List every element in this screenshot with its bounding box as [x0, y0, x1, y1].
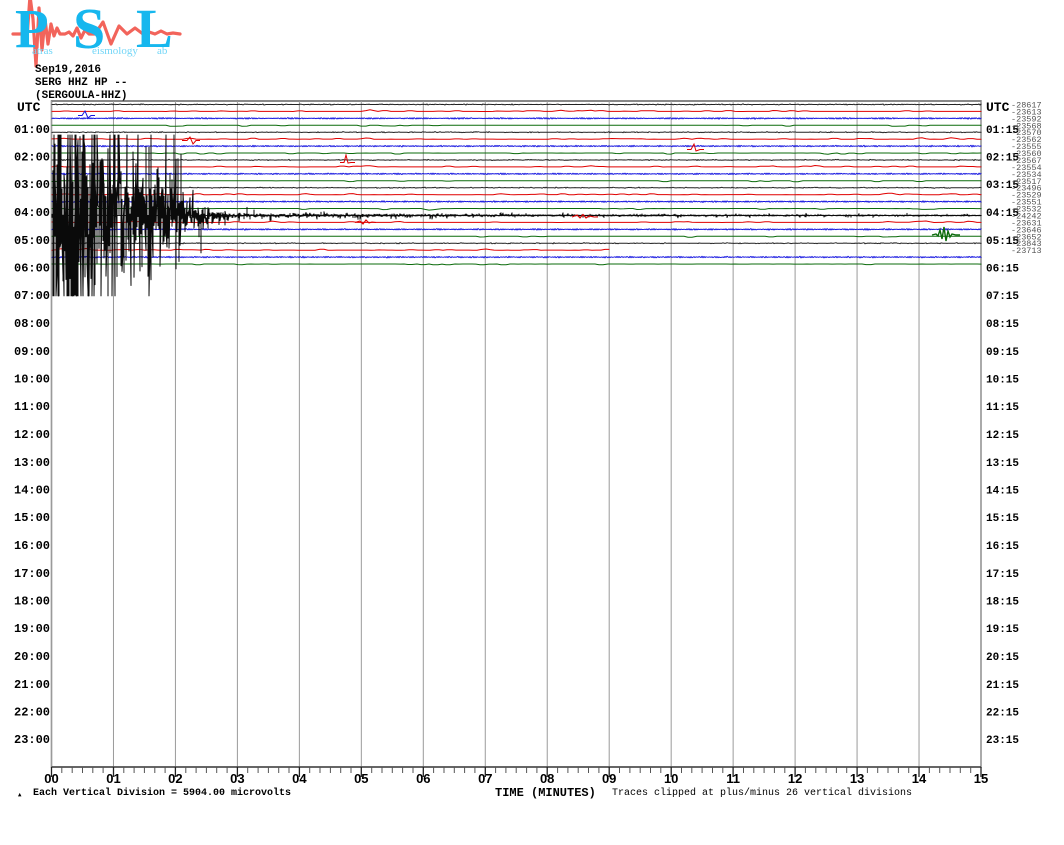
svg-text:09:00: 09:00 [14, 345, 50, 359]
svg-text:14: 14 [912, 771, 927, 786]
svg-text:17:15: 17:15 [986, 569, 1019, 581]
svg-text:08:00: 08:00 [14, 317, 50, 331]
svg-text:12: 12 [788, 771, 802, 786]
svg-text:15:15: 15:15 [986, 513, 1019, 525]
svg-text:08: 08 [540, 771, 554, 786]
svg-text:07:00: 07:00 [14, 289, 50, 303]
svg-text:01: 01 [106, 771, 120, 786]
svg-text:02:00: 02:00 [14, 151, 50, 165]
svg-text:14:15: 14:15 [986, 486, 1019, 498]
svg-text:22:00: 22:00 [14, 706, 50, 720]
svg-text:03: 03 [230, 771, 244, 786]
svg-text:01:00: 01:00 [14, 123, 50, 137]
svg-text:06:00: 06:00 [14, 262, 50, 276]
svg-text:13: 13 [850, 771, 864, 786]
svg-text:12:15: 12:15 [986, 430, 1019, 442]
svg-text:11:15: 11:15 [986, 402, 1019, 414]
svg-text:06:15: 06:15 [986, 264, 1019, 276]
svg-text:09:15: 09:15 [986, 347, 1019, 359]
svg-text:06: 06 [416, 771, 430, 786]
svg-text:08:15: 08:15 [986, 319, 1019, 331]
svg-text:11:00: 11:00 [14, 400, 50, 414]
svg-text:23:00: 23:00 [14, 733, 50, 747]
svg-text:04:00: 04:00 [14, 206, 50, 220]
svg-text:13:00: 13:00 [14, 456, 50, 470]
svg-text:13:15: 13:15 [986, 458, 1019, 470]
svg-text:14:00: 14:00 [14, 484, 50, 498]
svg-text:18:15: 18:15 [986, 597, 1019, 609]
svg-text:15:00: 15:00 [14, 511, 50, 525]
svg-text:09: 09 [602, 771, 616, 786]
svg-text:02: 02 [168, 771, 182, 786]
svg-text:22:15: 22:15 [986, 708, 1019, 720]
svg-text:05: 05 [354, 771, 368, 786]
svg-text:05:00: 05:00 [14, 234, 50, 248]
svg-text:04: 04 [292, 771, 307, 786]
svg-text:07: 07 [478, 771, 492, 786]
svg-text:21:00: 21:00 [14, 678, 50, 692]
svg-text:03:00: 03:00 [14, 178, 50, 192]
svg-text:10:00: 10:00 [14, 373, 50, 387]
svg-text:20:00: 20:00 [14, 650, 50, 664]
svg-text:12:00: 12:00 [14, 428, 50, 442]
svg-text:20:15: 20:15 [986, 652, 1019, 664]
svg-text:18:00: 18:00 [14, 595, 50, 609]
svg-text:-23713: -23713 [1011, 246, 1042, 256]
svg-text:21:15: 21:15 [986, 680, 1019, 692]
svg-text:16:00: 16:00 [14, 539, 50, 553]
svg-text:23:15: 23:15 [986, 735, 1019, 747]
svg-text:10: 10 [664, 771, 678, 786]
svg-text:00: 00 [44, 771, 58, 786]
svg-text:10:15: 10:15 [986, 375, 1019, 387]
svg-text:17:00: 17:00 [14, 567, 50, 581]
svg-text:16:15: 16:15 [986, 541, 1019, 553]
svg-text:15: 15 [974, 771, 988, 786]
svg-text:11: 11 [726, 771, 740, 786]
svg-text:19:15: 19:15 [986, 624, 1019, 636]
svg-text:19:00: 19:00 [14, 622, 50, 636]
svg-text:07:15: 07:15 [986, 291, 1019, 303]
